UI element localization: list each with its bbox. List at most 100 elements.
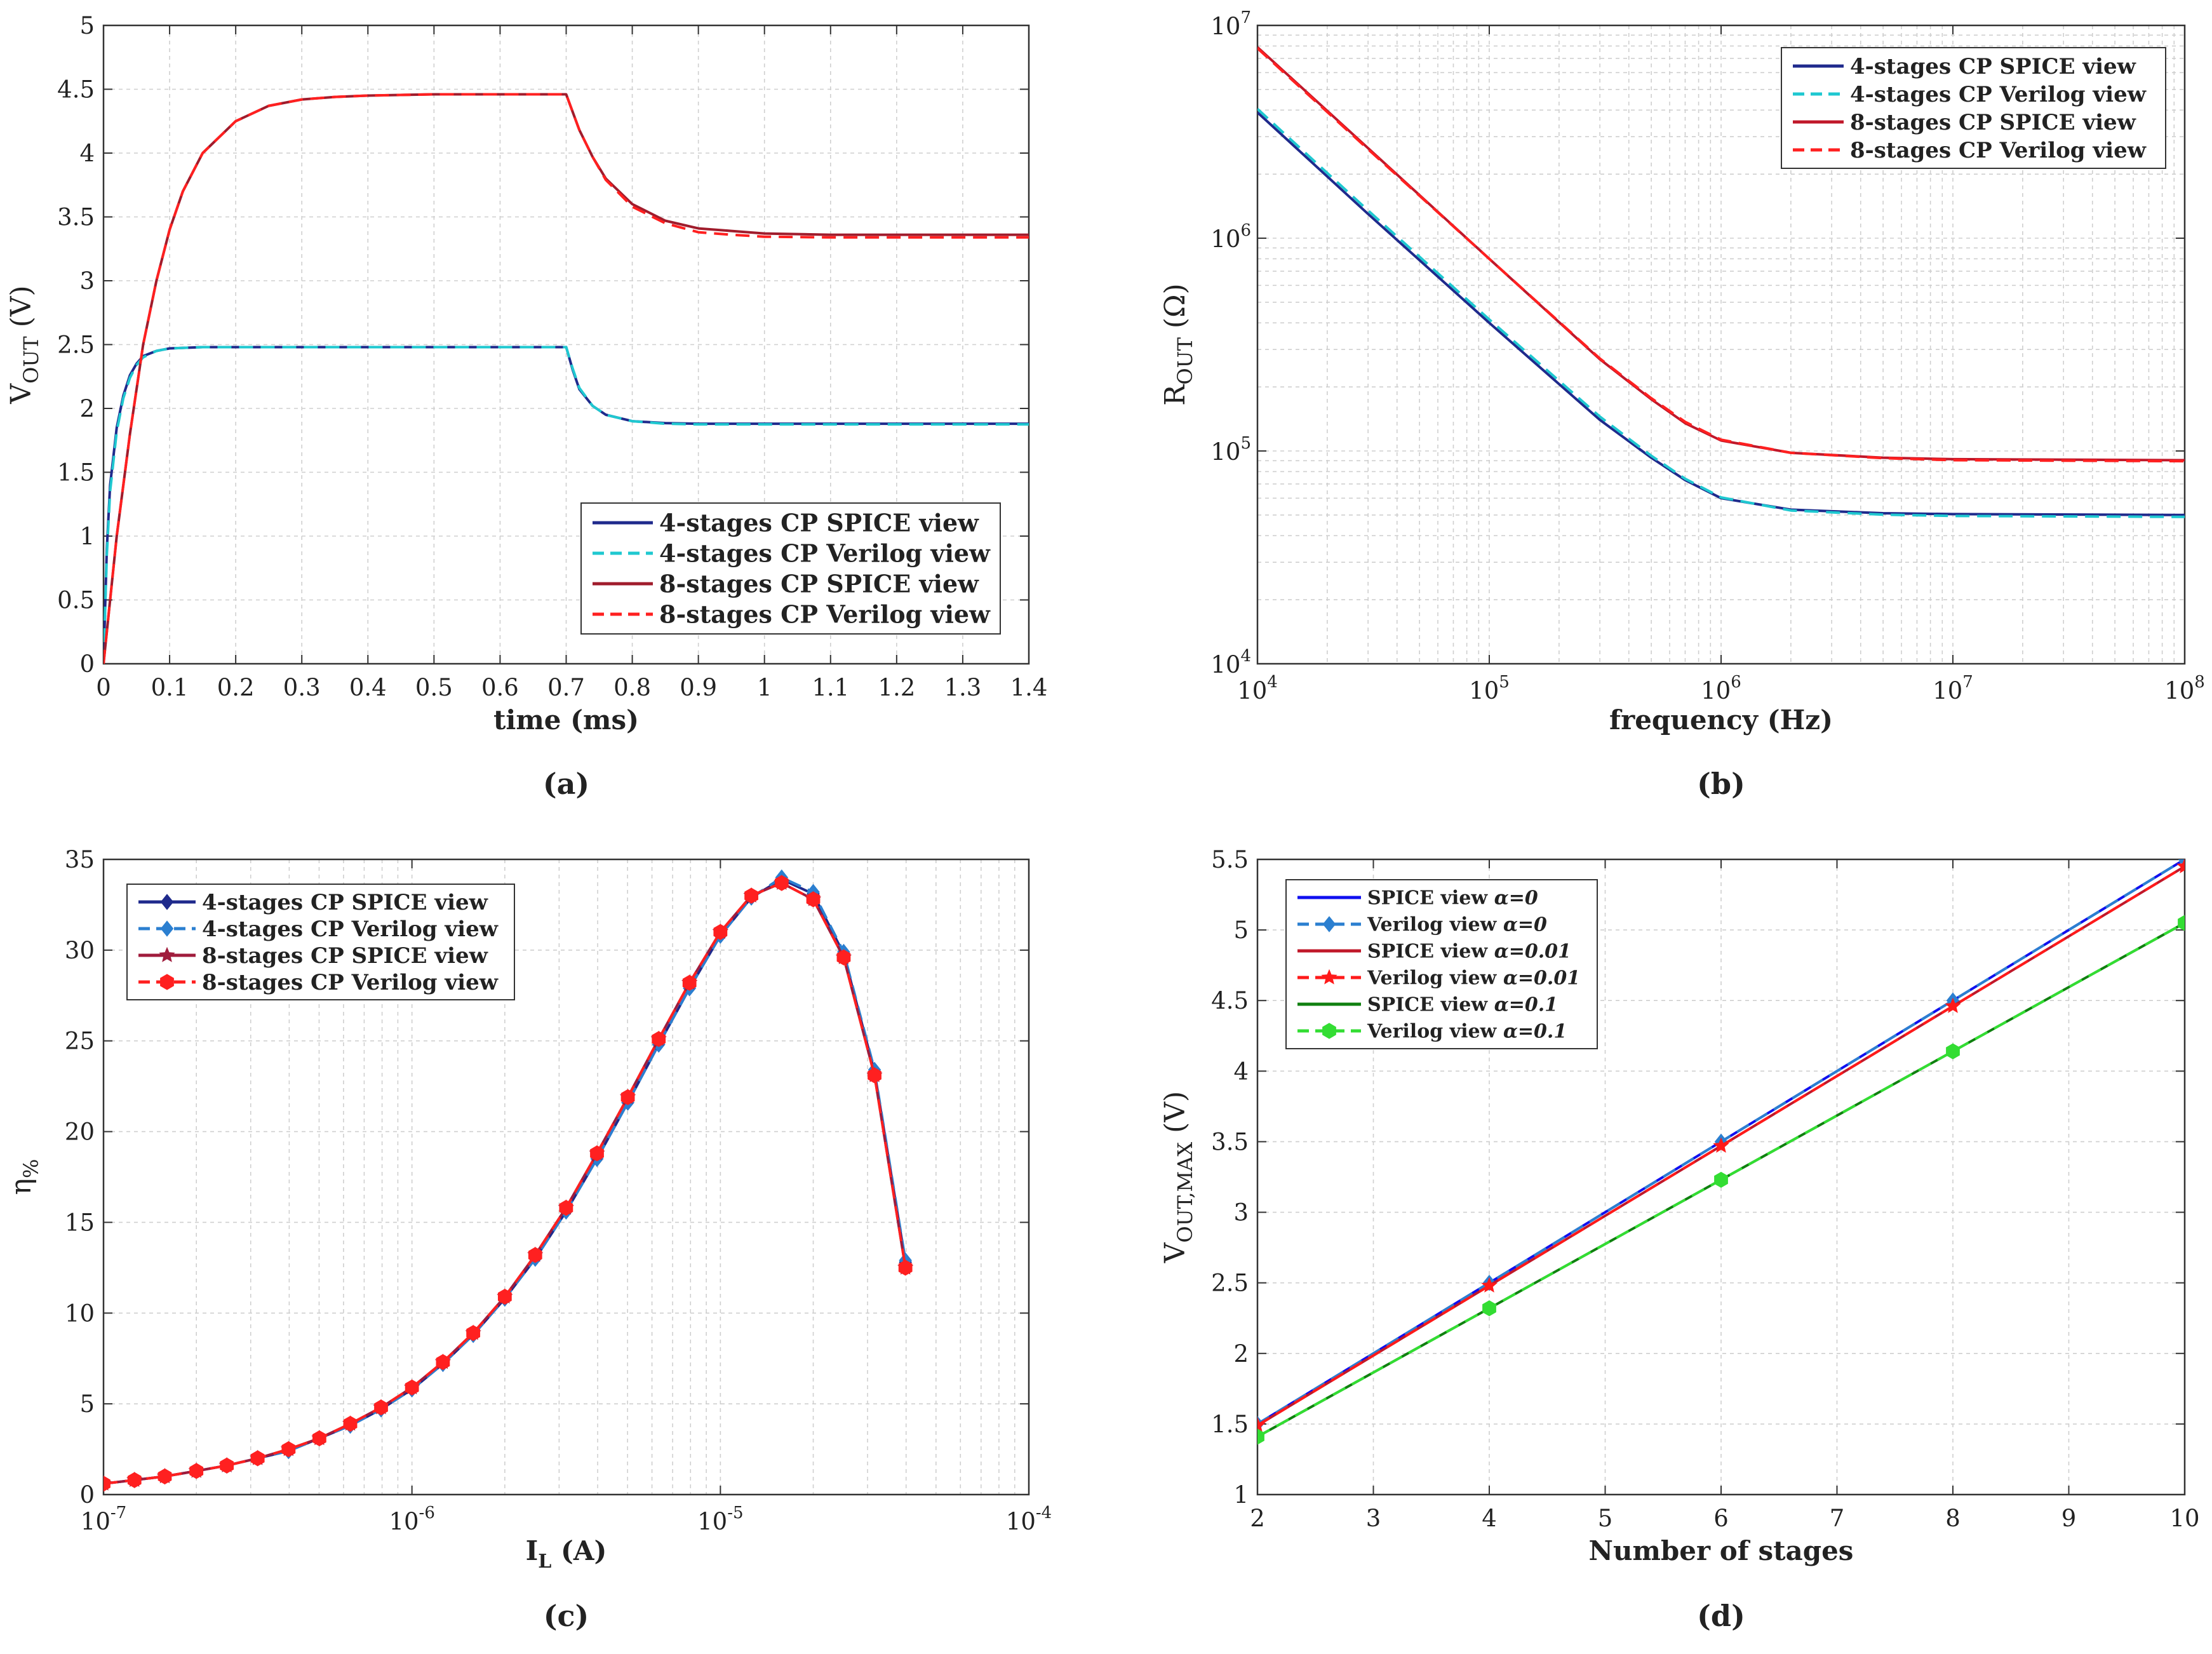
- x-tick-label: 7: [1830, 1505, 1845, 1532]
- legend-entry-3: 8-stages CP Verilog view: [202, 970, 499, 995]
- y-tick-label-exponent: 4: [1240, 647, 1251, 666]
- legend-marker-5: [1322, 1023, 1336, 1039]
- legend-marker-3: [160, 974, 174, 990]
- x-tick-label-base: 10: [81, 1508, 111, 1535]
- data-point-series-3: [806, 891, 821, 908]
- y-tick-label: 2.5: [57, 332, 95, 359]
- y-tick-label: 2: [1233, 1340, 1249, 1368]
- x-tick-label: 0: [96, 674, 111, 701]
- y-axis-label: η%: [5, 1159, 43, 1195]
- data-point-series-3: [1713, 1137, 1729, 1153]
- panel-label: (a): [543, 767, 589, 801]
- y-tick-label: 10: [65, 1300, 95, 1327]
- data-point-series-3: [898, 1260, 913, 1276]
- legend-entry-3: 8-stages CP Verilog view: [1850, 138, 2147, 163]
- data-point-series-3: [713, 924, 728, 940]
- data-point-series-5: [1482, 1300, 1496, 1317]
- legend-entry-name: SPICE view: [1367, 887, 1494, 910]
- x-axis-label-sub: L: [538, 1550, 551, 1573]
- legend-entry-name: 8-stages CP Verilog view: [202, 970, 499, 995]
- legend-entry-name: Verilog view: [1367, 967, 1503, 990]
- x-tick-label-base: 10: [389, 1508, 419, 1535]
- data-point-series-3: [220, 1457, 234, 1474]
- x-tick-label-exponent: -5: [727, 1503, 743, 1523]
- series-line-3: [104, 93, 1029, 664]
- legend-marker-0: [160, 894, 174, 910]
- x-axis-label-unit: (A): [551, 1535, 607, 1566]
- legend-entry-1: 4-stages CP Verilog view: [659, 539, 991, 567]
- data-point-series-5: [1946, 1043, 1960, 1059]
- data-point-series-3: [405, 1379, 419, 1396]
- legend-entry-name: 8-stages CP SPICE view: [1850, 110, 2136, 135]
- data-point-series-3: [497, 1288, 512, 1305]
- legend-entry-name: 8-stages CP Verilog view: [659, 600, 991, 628]
- y-tick-label: 3: [1233, 1199, 1249, 1227]
- legend-entry-1: 4-stages CP Verilog view: [1850, 82, 2147, 107]
- legend-entry-3: 8-stages CP Verilog view: [659, 600, 991, 628]
- x-tick-label: 1: [757, 674, 772, 701]
- x-tick-label: 10-7: [81, 1503, 126, 1535]
- legend-marker-3: [1321, 969, 1337, 985]
- legend-entry-0: 4-stages CP SPICE view: [1850, 54, 2136, 79]
- x-axis-label: frequency (Hz): [1609, 704, 1833, 736]
- x-tick-label-exponent: 6: [1731, 673, 1741, 692]
- data-point-series-3: [836, 949, 851, 965]
- legend-entry-name: 4-stages CP SPICE view: [202, 890, 488, 915]
- y-tick-label: 4: [79, 140, 95, 167]
- y-tick-label-base: 10: [1210, 438, 1240, 466]
- x-tick-label: 0.7: [547, 674, 585, 701]
- y-tick-label: 1: [79, 523, 95, 550]
- x-tick-label: 1.3: [944, 674, 982, 701]
- x-tick-label: 107: [1933, 673, 1973, 704]
- legend-entry-name: 4-stages CP Verilog view: [659, 539, 991, 567]
- series-group: [1257, 859, 2185, 1445]
- legend-entry-alpha: α=0.01: [1503, 967, 1580, 990]
- x-tick-label: 1.2: [878, 674, 915, 701]
- x-axis-label: time (ms): [493, 704, 639, 736]
- data-point-series-3: [652, 1031, 666, 1047]
- x-tick-label: 1.4: [1010, 674, 1048, 701]
- x-tick-label: 10-4: [1006, 1503, 1052, 1535]
- data-point-series-3: [559, 1199, 573, 1216]
- y-tick-label-exponent: 5: [1240, 434, 1251, 453]
- y-tick-label: 4.5: [1211, 987, 1249, 1014]
- data-point-series-3: [774, 875, 789, 891]
- chart-panel-d: 2 3 4 5 6 7 8 9 10 1 1.5 2 2.5 3 3.5 4 4.5 5 5.5 Number of …: [1159, 846, 2200, 1633]
- data-point-series-3: [590, 1145, 604, 1162]
- data-point-series-3: [744, 887, 758, 904]
- x-tick-label: 5: [1598, 1505, 1613, 1532]
- legend-entry-name: 8-stages CP SPICE view: [659, 569, 979, 598]
- data-point-series-3: [1945, 997, 1961, 1013]
- x-tick-label: 4: [1482, 1505, 1497, 1532]
- legend-entry-1: Verilog view α=0: [1367, 914, 1547, 936]
- legend-entry-2: SPICE view α=0.01: [1367, 941, 1571, 963]
- y-axis-label-sub: %: [19, 1159, 43, 1178]
- y-tick-label: 3: [79, 267, 95, 295]
- x-tick-label: 0.9: [680, 674, 717, 701]
- legend-entry-name: Verilog view: [1367, 914, 1503, 936]
- x-tick-label: 105: [1469, 673, 1510, 704]
- x-tick-label-exponent: -7: [111, 1503, 126, 1523]
- legend-entry-0: 4-stages CP SPICE view: [202, 890, 488, 915]
- y-axis-label: ROUT (Ω): [1159, 283, 1197, 406]
- legend-entry-1: 4-stages CP Verilog view: [202, 917, 499, 942]
- legend-entry-0: SPICE view α=0: [1367, 887, 1538, 910]
- y-tick-label: 4.5: [57, 76, 95, 104]
- legend-box: [1285, 879, 1598, 1049]
- x-tick-label: 6: [1713, 1505, 1729, 1532]
- data-point-series-3: [1257, 1416, 1266, 1432]
- series-line-1: [104, 346, 1029, 664]
- y-tick-label: 20: [65, 1119, 95, 1146]
- legend-entry-name: 4-stages CP SPICE view: [1850, 54, 2136, 79]
- x-tick-label: 0.4: [349, 674, 387, 701]
- data-point-series-3: [281, 1441, 296, 1458]
- legend-entry-name: 4-stages CP SPICE view: [659, 508, 979, 537]
- x-tick-label: 8: [1945, 1505, 1961, 1532]
- x-tick-label: 3: [1366, 1505, 1381, 1532]
- y-tick-label-base: 10: [1210, 225, 1240, 253]
- data-point-series-3: [343, 1415, 358, 1432]
- y-axis-label-unit: (V): [1159, 1091, 1191, 1142]
